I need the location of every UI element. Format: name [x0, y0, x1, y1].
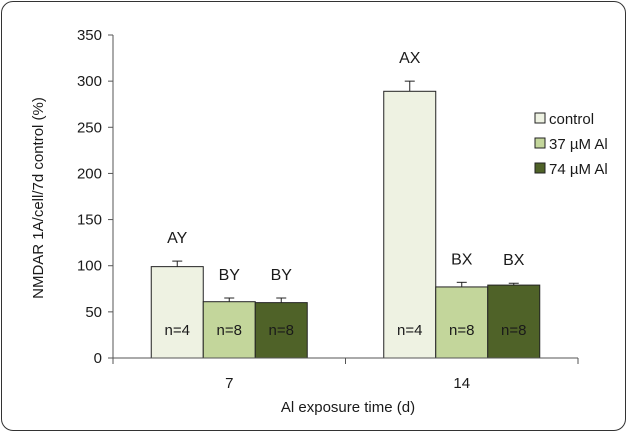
sample-size-label: n=8 — [501, 322, 526, 339]
sample-size-label: n=4 — [165, 322, 190, 339]
bars-group: AY n=4 BY n=8 BY n=8 AX n=4 BX n=8 BX n=8 — [150, 50, 541, 359]
x-axis-label: Al exposure time (d) — [281, 399, 415, 416]
y-tick-label: 350 — [77, 27, 102, 44]
bar-74-m-al — [487, 284, 541, 359]
significance-label: BX — [503, 252, 525, 269]
significance-label: BY — [271, 267, 293, 284]
x-tick-label: 7 — [225, 375, 233, 392]
significance-label: AX — [399, 50, 421, 67]
legend: control 37 µM Al 74 µM Al — [534, 111, 608, 178]
y-axis-label: NMDAR 1A/cell/7d control (%) — [30, 97, 47, 299]
bar-chart: 0 50 100 150 200 250 300 350 AY n=4 BY n=8 BY n=8 AX n… — [30, 27, 608, 416]
y-tick-label: 150 — [77, 212, 102, 229]
sample-size-label: n=8 — [269, 322, 294, 339]
sample-size-label: n=8 — [449, 322, 474, 339]
legend-swatch — [534, 137, 546, 149]
sample-size-label: n=8 — [217, 322, 242, 339]
legend-label: 37 µM Al — [549, 136, 608, 153]
bar-37-m-al — [202, 301, 256, 359]
legend-label: control — [549, 111, 594, 128]
legend-swatch — [534, 162, 546, 174]
y-tick-label: 50 — [85, 304, 102, 321]
legend-label: 74 µM Al — [549, 161, 608, 178]
significance-label: BY — [219, 267, 241, 284]
bar-control — [150, 266, 204, 359]
x-tick-label: 14 — [453, 375, 470, 392]
x-axis-ticks: 7 14 — [112, 358, 579, 392]
sample-size-label: n=4 — [397, 322, 422, 339]
legend-swatch — [534, 112, 546, 124]
y-tick-label: 300 — [77, 73, 102, 90]
significance-label: AY — [167, 230, 187, 247]
bar-control — [383, 90, 437, 359]
y-tick-label: 0 — [94, 350, 102, 367]
y-tick-label: 200 — [77, 165, 102, 182]
y-tick-label: 250 — [77, 119, 102, 136]
significance-label: BX — [451, 251, 473, 268]
y-tick-label: 100 — [77, 258, 102, 275]
y-axis-ticks: 0 50 100 150 200 250 300 350 — [77, 27, 113, 367]
